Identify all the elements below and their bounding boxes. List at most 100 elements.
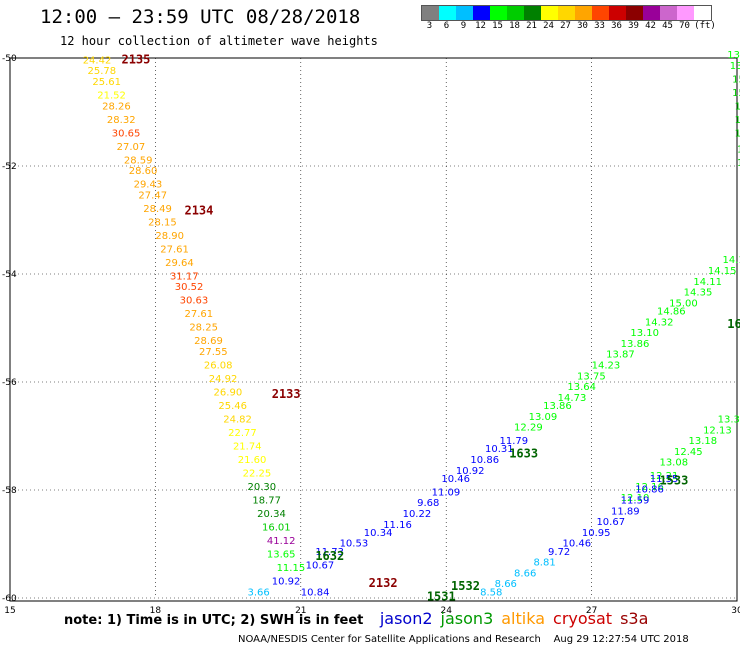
wave-height-value: 9.72 bbox=[548, 547, 570, 558]
wave-height-value: 15.00 bbox=[669, 298, 698, 309]
wave-height-value: 11.73 bbox=[315, 547, 344, 558]
wave-height-value: 9.68 bbox=[417, 498, 439, 509]
wave-height-value: 27.61 bbox=[160, 244, 189, 255]
wave-height-value: 24.42 bbox=[83, 55, 112, 66]
wave-height-value: 21.52 bbox=[97, 91, 126, 102]
lat-tick-label: -56 bbox=[2, 378, 17, 388]
pass-id-label: 2133 bbox=[272, 387, 301, 401]
wave-height-value: 10.86 bbox=[470, 455, 499, 466]
wave-height-value: 24.82 bbox=[223, 415, 252, 426]
legend-label: 45 bbox=[662, 21, 673, 31]
wave-height-value: 13.86 bbox=[543, 401, 572, 412]
wave-height-value: 14.23 bbox=[592, 361, 621, 372]
legend-swatch bbox=[643, 6, 660, 20]
wave-height-value: 21.74 bbox=[233, 442, 262, 453]
wave-height-value: 25.61 bbox=[92, 77, 121, 88]
wave-height-value: 11.55 bbox=[650, 474, 679, 485]
legend-swatch bbox=[694, 6, 711, 20]
pass-id-label: 1632 bbox=[315, 549, 344, 563]
wave-height-value: 31.17 bbox=[170, 271, 199, 282]
lon-tick-label: 21 bbox=[295, 606, 306, 616]
footer-credit: NOAA/NESDIS Center for Satellite Applica… bbox=[238, 634, 689, 645]
legend-label: 36 bbox=[611, 21, 622, 31]
wave-height-value: 29.64 bbox=[165, 258, 194, 269]
wave-height-value: 13.34 bbox=[718, 415, 740, 426]
legend-label: 24 bbox=[543, 21, 554, 31]
wave-height-value: 28.49 bbox=[143, 204, 172, 215]
wave-height-value: 10.46 bbox=[441, 474, 470, 485]
wave-height-value: 12.16 bbox=[635, 482, 664, 493]
wave-height-value: 14.35 bbox=[684, 288, 713, 299]
pass-id-label: 2134 bbox=[184, 204, 213, 218]
wave-height-value: 13.10 bbox=[630, 328, 659, 339]
legend-swatch bbox=[660, 6, 677, 20]
satellite-legend: jason2 jason3 altika cryosat s3a bbox=[372, 609, 649, 628]
lon-tick-label: 18 bbox=[150, 606, 162, 616]
wave-height-value: 21.60 bbox=[238, 455, 267, 466]
wave-height-value: 11.89 bbox=[611, 506, 640, 517]
wave-height-value: 13.18 bbox=[689, 436, 718, 447]
legend-label: 30 bbox=[577, 21, 588, 31]
wave-height-value: 22.25 bbox=[243, 469, 272, 480]
wave-height-value: 28.59 bbox=[124, 155, 153, 166]
legend-label: 27 bbox=[560, 21, 571, 31]
wave-height-value: 12.45 bbox=[674, 447, 703, 458]
satellite-name-cryosat: cryosat bbox=[553, 609, 613, 628]
wave-height-value: 30.65 bbox=[112, 128, 141, 139]
wave-height-value: 10.34 bbox=[364, 528, 393, 539]
wave-height-value: 13.86 bbox=[621, 339, 650, 350]
legend-label: 15 bbox=[492, 21, 503, 31]
legend-label: 42 bbox=[645, 21, 656, 31]
wave-height-value: 20.34 bbox=[257, 509, 286, 520]
wave-height-value: 10.84 bbox=[301, 587, 330, 598]
legend-swatch bbox=[456, 6, 473, 20]
wave-height-value: 16.7 bbox=[735, 128, 740, 139]
axis-ticks: 15 18 21 24 27 30 -50 -52 -54 -56 -58 -60 bbox=[2, 54, 740, 616]
pass-id-label: 2135 bbox=[121, 52, 150, 66]
legend-label: 33 bbox=[594, 21, 605, 31]
wave-height-value: 10.86 bbox=[635, 485, 664, 496]
wave-height-value: 28.60 bbox=[129, 166, 158, 177]
lat-tick-label: -50 bbox=[2, 54, 17, 64]
wave-height-value: 11.09 bbox=[432, 487, 461, 498]
lat-tick-label: -60 bbox=[2, 594, 17, 604]
wave-height-value: 13.90 bbox=[727, 50, 740, 61]
wave-height-value: 14.15 bbox=[708, 266, 737, 277]
wave-height-value: 10.95 bbox=[582, 528, 611, 539]
legend-swatch bbox=[609, 6, 626, 20]
wave-height-value: 12.10 bbox=[621, 493, 650, 504]
lat-tick-label: -52 bbox=[2, 162, 17, 172]
lon-tick-label: 24 bbox=[440, 606, 452, 616]
wave-height-value: 12.13 bbox=[703, 425, 732, 436]
pass-id-label: 1633 bbox=[509, 447, 538, 461]
wave-height-value: 12.21 bbox=[650, 471, 679, 482]
wave-height-value: 10.92 bbox=[456, 466, 485, 477]
wave-height-value: 20.30 bbox=[247, 482, 276, 493]
wave-height-value: 10.67 bbox=[596, 517, 625, 528]
wave-height-value: 13.08 bbox=[659, 458, 688, 469]
wave-height-value: 10.46 bbox=[563, 539, 592, 550]
wave-height-value: 16.3 bbox=[735, 115, 740, 126]
wave-height-value: 11.79 bbox=[500, 436, 529, 447]
wave-height-value: 13.09 bbox=[529, 412, 558, 423]
wave-height-value: 28.25 bbox=[189, 323, 218, 334]
pass-id-label: 16 bbox=[727, 317, 740, 331]
legend-label: 21 bbox=[526, 21, 537, 31]
note-row: note: 1) Time is in UTC; 2) SWH is in fe… bbox=[64, 609, 648, 628]
wave-height-value: 16.01 bbox=[262, 523, 291, 534]
wave-height-value: 13.64 bbox=[567, 382, 596, 393]
wave-height-value: 28.15 bbox=[148, 217, 177, 228]
pass-id-label: 1531 bbox=[427, 590, 456, 604]
legend-swatch bbox=[558, 6, 575, 20]
satellite-name-jason2: jason2 bbox=[379, 609, 433, 628]
wave-height-value: 27.55 bbox=[199, 347, 228, 358]
wave-height-value: 8.66 bbox=[495, 579, 517, 590]
wave-height-value: 15.20 bbox=[732, 74, 740, 85]
wave-height-value: 12.29 bbox=[514, 423, 543, 434]
wave-height-value: 11.59 bbox=[621, 496, 650, 507]
wave-height-value: 26.90 bbox=[214, 388, 243, 399]
map-frame bbox=[9, 57, 738, 602]
lat-tick-label: -54 bbox=[2, 270, 17, 280]
